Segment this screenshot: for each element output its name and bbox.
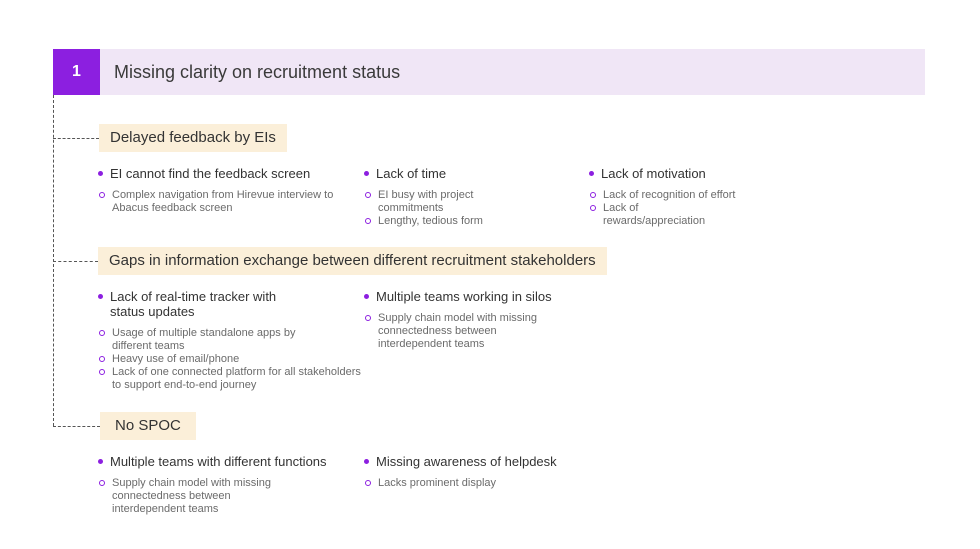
bullet-ring-icon [590,192,596,198]
bullet-ring-icon [99,356,105,362]
sub-cause-item: Supply chain model with missing connecte… [98,477,302,516]
cause-group: Missing awareness of helpdesk Lacks prom… [364,454,584,490]
bullet-ring-icon [365,218,371,224]
cause-group: Lack of real-time tracker with status up… [98,289,363,392]
sub-cause-item: EI busy with project commitments [364,189,534,215]
bullet-dot-icon [364,459,369,464]
sub-cause-item: Usage of multiple standalone apps by dif… [98,327,327,353]
bullet-dot-icon [589,171,594,176]
bullet-dot-icon [364,171,369,176]
bullet-dot-icon [98,294,103,299]
page-title: Missing clarity on recruitment status [114,62,401,82]
tree-connector-branch-3 [53,426,100,427]
section-number-badge: 1 [53,49,100,95]
cause-group: Lack of time EI busy with project commit… [364,166,534,228]
bullet-ring-icon [365,192,371,198]
cause-item: EI cannot find the feedback screen [98,166,338,181]
cause-group: Multiple teams with different functions … [98,454,358,516]
cause-group: Multiple teams working in silos Supply c… [364,289,574,351]
category-label: Delayed feedback by EIs [99,124,287,152]
tree-connector-branch-2 [53,261,98,262]
category-label: No SPOC [100,412,196,440]
sub-cause-item: Lack of recognition of effort [589,189,774,202]
cause-group: Lack of motivation Lack of recognition o… [589,166,774,228]
bullet-dot-icon [364,294,369,299]
cause-item: Lack of time [364,166,534,181]
bullet-ring-icon [365,315,371,321]
bullet-ring-icon [590,205,596,211]
bullet-dot-icon [98,171,103,176]
cause-item: Lack of real-time tracker with status up… [98,289,305,319]
bullet-ring-icon [99,480,105,486]
cause-item: Multiple teams working in silos [364,289,574,304]
sub-cause-item: Complex navigation from Hirevue intervie… [98,189,338,215]
sub-cause-item: Heavy use of email/phone [98,353,363,366]
tree-connector-vertical [53,95,54,426]
sub-cause-item: Lack of one connected platform for all s… [98,366,362,392]
sub-cause-item: Lack of rewards/appreciation [589,202,733,228]
sub-cause-item: Lengthy, tedious form [364,215,534,228]
bullet-dot-icon [98,459,103,464]
bullet-ring-icon [99,192,105,198]
cause-group: EI cannot find the feedback screen Compl… [98,166,338,215]
bullet-ring-icon [99,330,105,336]
sub-cause-item: Lacks prominent display [364,477,584,490]
sub-cause-item: Supply chain model with missing connecte… [364,312,568,351]
cause-item: Multiple teams with different functions [98,454,358,469]
bullet-ring-icon [365,480,371,486]
header-bar [53,49,925,95]
bullet-ring-icon [99,369,105,375]
cause-item: Lack of motivation [589,166,774,181]
tree-connector-branch-1 [53,138,99,139]
category-label: Gaps in information exchange between dif… [98,247,607,275]
cause-item: Missing awareness of helpdesk [364,454,584,469]
